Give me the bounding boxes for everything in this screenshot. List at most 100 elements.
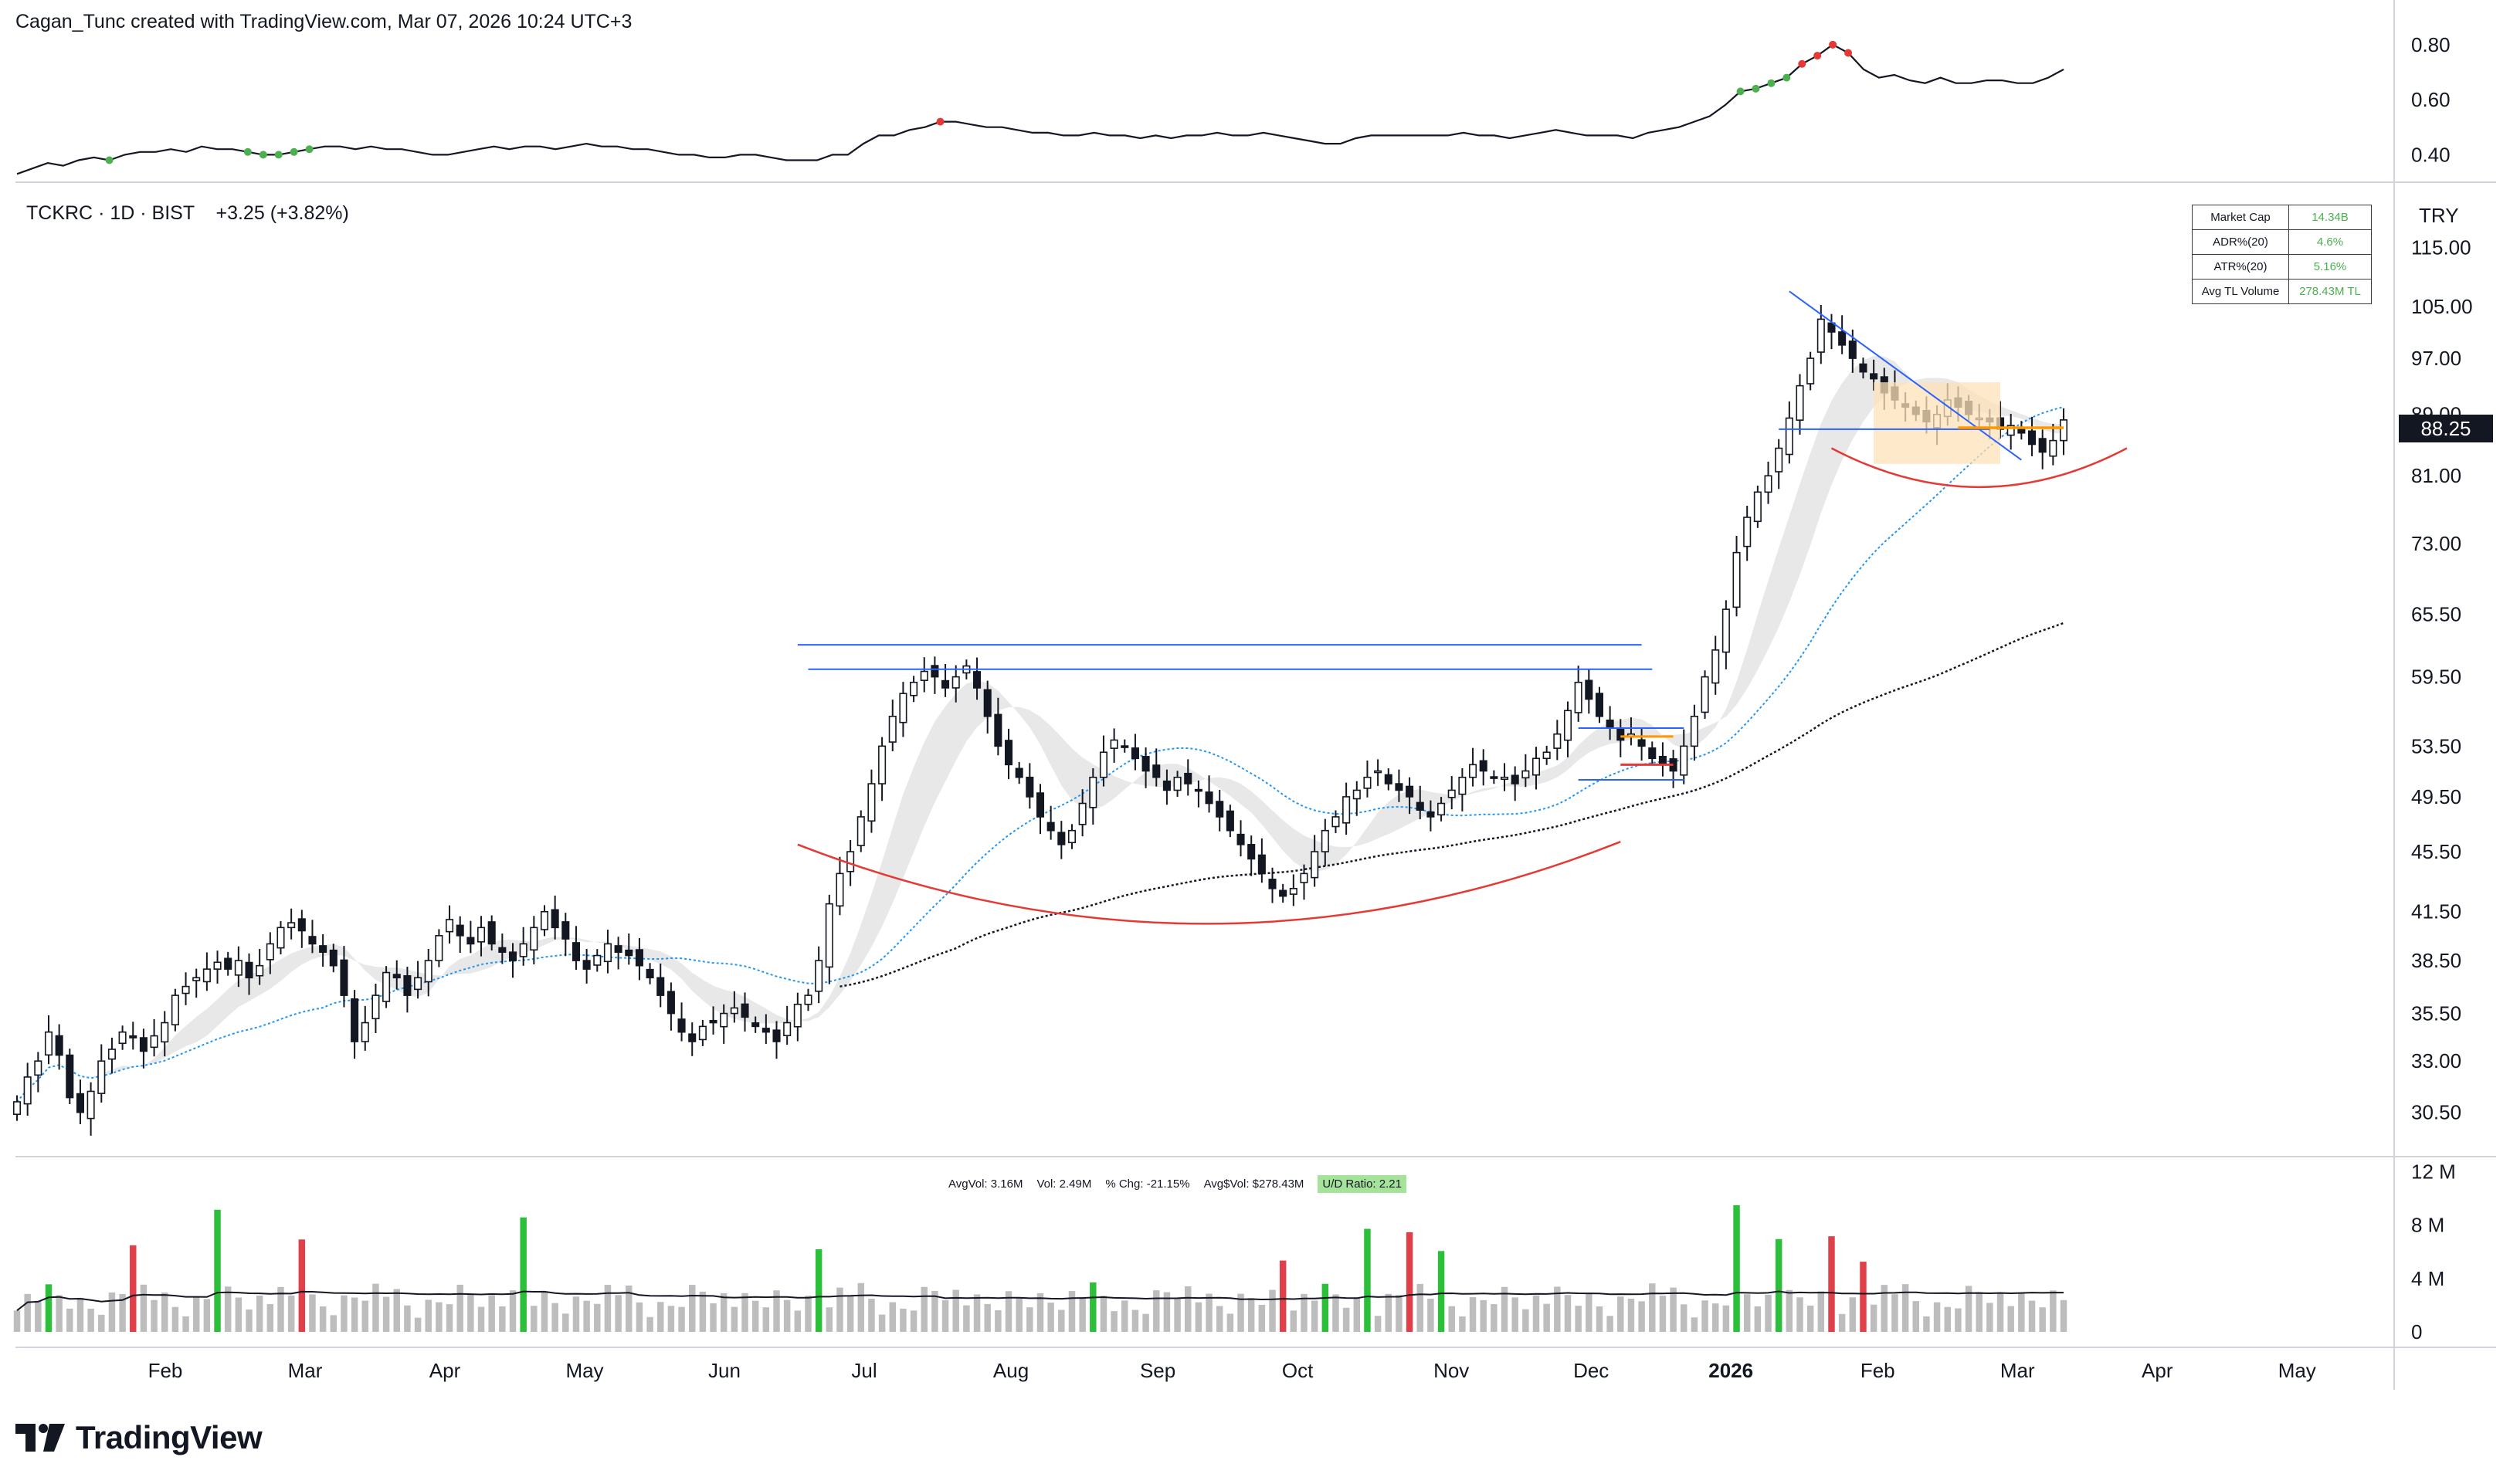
- volume-bar: [235, 1297, 243, 1332]
- price-tick-label: 65.50: [2411, 603, 2461, 626]
- volume-tick-label: 12 M: [2411, 1160, 2456, 1183]
- volume-bar: [1596, 1306, 1603, 1332]
- volume-bar: [815, 1249, 823, 1332]
- volume-bar: [1258, 1304, 1266, 1332]
- volume-bar: [35, 1300, 42, 1332]
- candle-body: [973, 671, 982, 689]
- time-tick-label: Jun: [708, 1359, 741, 1382]
- volume-bar: [1765, 1294, 1772, 1332]
- symbol-legend[interactable]: TCKRC · 1D · BIST +3.25 (+3.82%): [26, 202, 349, 224]
- volume-bar: [2050, 1290, 2057, 1332]
- candle-body: [477, 927, 486, 943]
- currency-label[interactable]: TRY: [2419, 204, 2459, 227]
- volume-bar: [351, 1297, 358, 1332]
- candle-body: [192, 977, 201, 981]
- candle-body: [1352, 789, 1361, 800]
- candle-body: [1469, 764, 1477, 778]
- candle-body: [1384, 774, 1392, 784]
- volume-bar: [984, 1303, 991, 1332]
- volume-bar: [731, 1306, 738, 1332]
- candle-body: [297, 918, 306, 932]
- volume-bar: [826, 1307, 833, 1332]
- volume-bar: [56, 1295, 63, 1332]
- volume-bar: [224, 1286, 232, 1332]
- candle-body: [815, 960, 823, 992]
- stats-key: ADR%(20): [2192, 229, 2289, 255]
- volume-bar: [256, 1296, 263, 1332]
- rs-new-high-dot: [1752, 84, 1760, 93]
- candle-body: [1585, 679, 1593, 700]
- volume-bar: [1311, 1300, 1318, 1332]
- volume-bar: [1491, 1304, 1498, 1332]
- volume-bar: [309, 1294, 316, 1332]
- volume-bar: [1396, 1295, 1403, 1332]
- candle-body: [1690, 715, 1698, 747]
- candle-body: [793, 1003, 802, 1028]
- candle-body: [266, 943, 274, 961]
- candle-body: [551, 909, 559, 929]
- volume-bar: [751, 1300, 759, 1332]
- volume-layer: [13, 1204, 2067, 1332]
- volume-bar: [287, 1295, 295, 1332]
- candle-body: [1648, 747, 1657, 760]
- volume-bar: [1817, 1291, 1825, 1332]
- volume-bar: [1374, 1316, 1382, 1332]
- candle-body: [1521, 770, 1530, 779]
- volume-bar: [1153, 1290, 1160, 1332]
- stats-row: ATR%(20) 5.16%: [2192, 254, 2372, 280]
- stats-value: 5.16%: [2288, 254, 2372, 280]
- volume-tick-label: 4 M: [2411, 1267, 2444, 1290]
- candle-body: [23, 1076, 32, 1105]
- volume-bar: [1976, 1292, 1983, 1332]
- candle-body: [1553, 733, 1562, 749]
- volume-bar: [1722, 1305, 1730, 1332]
- candle-body: [1711, 649, 1720, 684]
- candle-body: [1870, 373, 1878, 380]
- downtrend-line: [1789, 290, 2022, 461]
- volume-bar: [1406, 1232, 1413, 1332]
- exchange: BIST: [151, 202, 195, 224]
- candle-body: [34, 1060, 42, 1076]
- time-tick-label: Apr: [429, 1359, 461, 1382]
- tradingview-logo[interactable]: TradingView: [15, 1419, 263, 1456]
- volume-bar: [615, 1295, 622, 1332]
- rs-new-high-dot: [936, 117, 945, 126]
- volume-bar: [425, 1299, 432, 1332]
- candle-body: [1279, 889, 1287, 897]
- candle-body: [635, 949, 643, 967]
- ud-ratio: U/D Ratio: 2.21: [1318, 1175, 1406, 1193]
- last-price-badge: 88.25: [2399, 415, 2493, 442]
- volume-bar: [1342, 1307, 1350, 1332]
- candle-body: [308, 936, 317, 945]
- volume-bar: [98, 1314, 105, 1332]
- volume-bar: [562, 1313, 569, 1332]
- volume-bar: [45, 1284, 53, 1332]
- volume-bar: [868, 1299, 875, 1332]
- volume-bar: [1174, 1298, 1181, 1332]
- candle-body: [55, 1035, 63, 1056]
- candle-body: [751, 1022, 760, 1028]
- candle-body: [1680, 745, 1688, 776]
- candle-body: [1616, 727, 1625, 741]
- price-tick-label: 38.50: [2411, 949, 2461, 972]
- candle-body: [720, 1012, 728, 1028]
- volume-bar: [551, 1303, 558, 1332]
- candle-body: [97, 1060, 106, 1094]
- candle-body: [1331, 816, 1340, 828]
- candle-body: [540, 910, 549, 930]
- candle-body: [1110, 739, 1118, 749]
- candle-body: [371, 994, 380, 1020]
- candle-body: [1046, 822, 1055, 832]
- time-tick-label: Apr: [2142, 1359, 2173, 1382]
- volume-bar: [1575, 1306, 1582, 1332]
- candle-body: [2059, 419, 2068, 442]
- volume-bar: [1986, 1303, 1993, 1332]
- volume-bar: [1955, 1308, 1962, 1332]
- time-tick-label: Aug: [993, 1359, 1029, 1382]
- volume-bar: [667, 1306, 675, 1332]
- price-tick-label: 105.00: [2411, 295, 2473, 318]
- candle-body: [1173, 776, 1182, 791]
- rs-new-high-dot: [105, 156, 114, 164]
- volume-bar: [594, 1303, 601, 1332]
- volume-bar: [1586, 1293, 1592, 1332]
